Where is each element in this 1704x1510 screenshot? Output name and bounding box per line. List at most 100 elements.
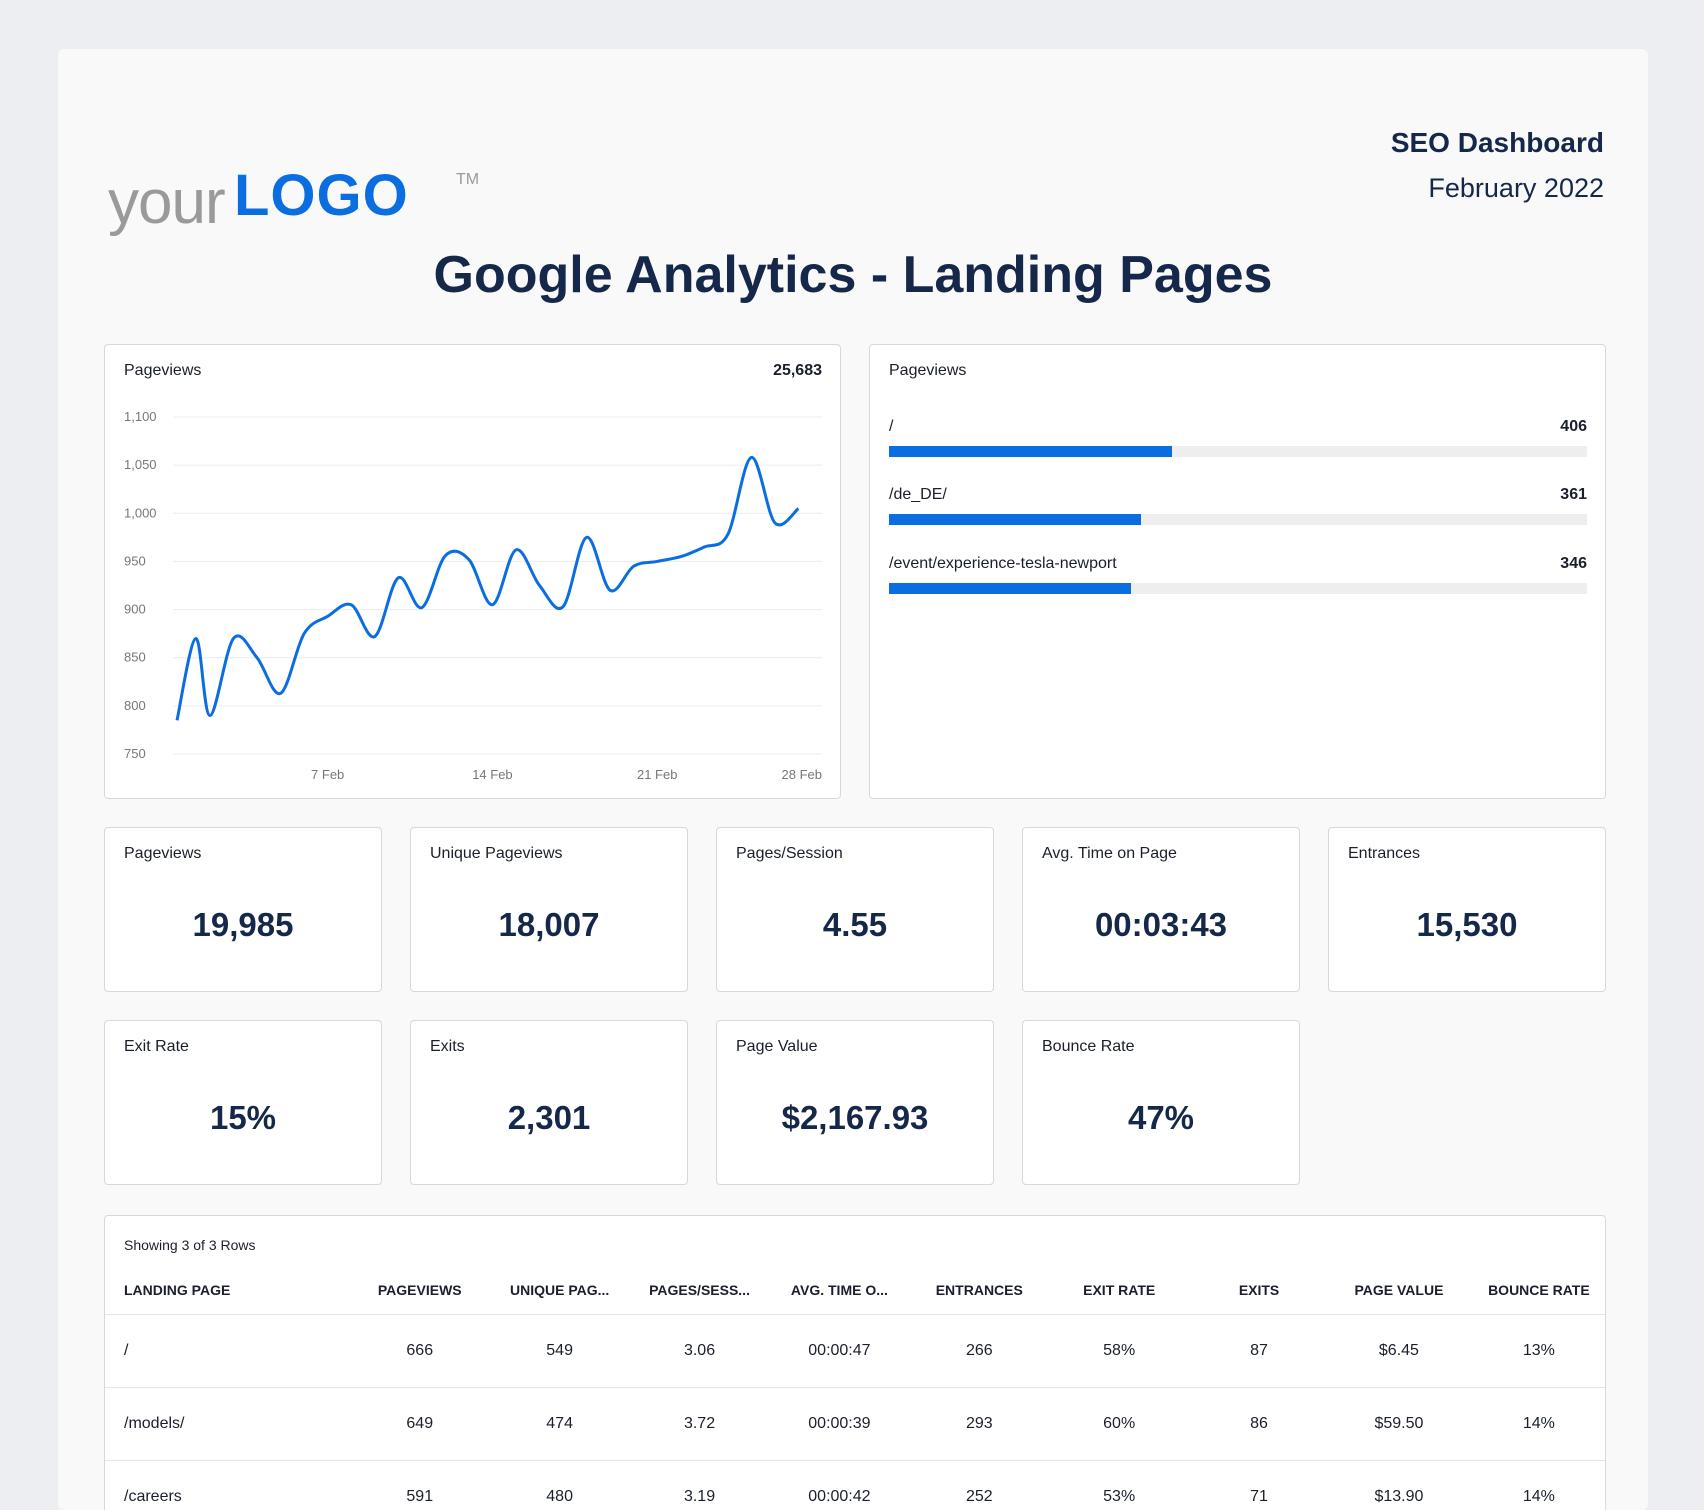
report-title: SEO Dashboard (1390, 127, 1604, 158)
bar-track (889, 514, 1587, 525)
kpi-bounce-rate: Bounce Rate 47% (1022, 1020, 1300, 1185)
cell-unique-pageviews: 549 (485, 1314, 634, 1388)
kpi-page-value: Page Value $2,167.93 (716, 1020, 994, 1185)
kpi-exit-rate: Exit Rate 15% (104, 1020, 382, 1185)
cell-pageviews: 666 (353, 1314, 486, 1388)
kpi-label: Pageviews (124, 845, 202, 862)
kpi-pageviews: Pageviews 19,985 (104, 827, 382, 992)
kpi-label: Exits (430, 1038, 465, 1055)
y-tick-label: 800 (124, 698, 146, 713)
kpi-pages-per-session: Pages/Session 4.55 (716, 827, 994, 992)
cell-entrances: 266 (913, 1314, 1046, 1388)
bar-fill (889, 446, 1173, 457)
landing-pages-table-card: Showing 3 of 3 Rows LANDING PAGE PAGEVIE… (104, 1215, 1606, 1510)
column-header-pages-per-session[interactable]: PAGES/SESS... (649, 1282, 750, 1298)
logo-mark: LOGO (234, 163, 409, 228)
cell-exit-rate: 53% (1045, 1460, 1193, 1510)
kpi-value: $2,167.93 (781, 1099, 929, 1136)
cell-pages-per-session: 3.06 (633, 1314, 766, 1388)
table-header-row: LANDING PAGE PAGEVIEWS UNIQUE PAG... PAG… (105, 1266, 1605, 1315)
kpi-label: Avg. Time on Page (1042, 845, 1177, 862)
cell-landing-page: / (105, 1314, 354, 1388)
kpi-label: Page Value (736, 1038, 818, 1055)
kpi-label: Unique Pageviews (430, 845, 563, 862)
bar-item: /event/experience-tesla-newport 346 (889, 555, 1587, 615)
table-row: /models/ 649 474 3.72 00:00:39 293 60% 8… (105, 1387, 1605, 1461)
cell-exits: 87 (1193, 1314, 1326, 1388)
pageviews-line-chart: 750 800 850 900 950 1,000 1,050 1,100 7 Feb 14 Fe… (124, 409, 822, 782)
dashboard-page: your LOGO TM SEO Dashboard February 2022… (58, 49, 1648, 1510)
cell-avg-time-on-page: 00:00:47 (765, 1314, 914, 1388)
x-tick-label: 14 Feb (472, 767, 512, 782)
column-header-entrances[interactable]: ENTRANCES (935, 1282, 1023, 1298)
column-header-pageviews[interactable]: PAGEVIEWS (377, 1282, 462, 1298)
bar-track (889, 583, 1587, 594)
cell-bounce-rate: 13% (1472, 1314, 1605, 1388)
cell-exit-rate: 58% (1045, 1314, 1193, 1388)
kpi-avg-time-on-page: Avg. Time on Page 00:03:43 (1022, 827, 1300, 992)
bar-item-value: 346 (1560, 555, 1587, 572)
cell-bounce-rate: 14% (1472, 1387, 1605, 1461)
column-header-avg-time-on-page[interactable]: AVG. TIME O... (790, 1282, 888, 1298)
table-row: / 666 549 3.06 00:00:47 266 58% 87 $6.45… (105, 1314, 1605, 1388)
bar-track (889, 446, 1587, 457)
bar-item-name: /event/experience-tesla-newport (889, 555, 1117, 572)
kpi-label: Entrances (1348, 845, 1421, 862)
bar-item-name: / (889, 418, 894, 435)
x-tick-label: 7 Feb (311, 767, 344, 782)
kpi-label: Pages/Session (736, 845, 843, 862)
kpi-value: 00:03:43 (1094, 906, 1228, 943)
cell-entrances: 293 (913, 1387, 1046, 1461)
chart-total: 25,683 (773, 362, 822, 379)
kpi-value: 15% (209, 1099, 277, 1136)
kpi-value: 2,301 (507, 1099, 591, 1136)
bar-item-value: 361 (1560, 486, 1587, 503)
kpi-value: 19,985 (192, 906, 294, 943)
cell-landing-page: /models/ (105, 1387, 354, 1461)
cell-unique-pageviews: 480 (485, 1460, 634, 1510)
y-tick-label: 1,100 (124, 409, 157, 424)
cell-pageviews: 591 (353, 1460, 486, 1510)
cell-avg-time-on-page: 00:00:42 (765, 1460, 914, 1510)
table-caption: Showing 3 of 3 Rows (124, 1237, 256, 1253)
x-tick-label: 21 Feb (637, 767, 677, 782)
bar-item-value: 406 (1560, 418, 1587, 435)
kpi-unique-pageviews: Unique Pageviews 18,007 (410, 827, 688, 992)
cell-page-value: $13.90 (1325, 1460, 1473, 1510)
y-tick-label: 950 (124, 553, 146, 568)
bar-list-title: Pageviews (889, 362, 967, 379)
logo-trademark: TM (456, 171, 480, 188)
cell-exit-rate: 60% (1045, 1387, 1193, 1461)
cell-exits: 71 (1193, 1460, 1326, 1510)
chart-title: Pageviews (124, 362, 202, 379)
cell-pages-per-session: 3.19 (633, 1460, 766, 1510)
cell-unique-pageviews: 474 (485, 1387, 634, 1461)
kpi-value: 15,530 (1416, 906, 1518, 943)
logo-prefix: your (108, 168, 226, 237)
pageviews-series-line (175, 455, 800, 721)
column-header-unique-pageviews[interactable]: UNIQUE PAG... (509, 1282, 610, 1298)
kpi-value: 4.55 (822, 906, 888, 943)
column-header-landing-page[interactable]: LANDING PAGE (124, 1282, 231, 1298)
bar-fill (889, 514, 1141, 525)
kpi-value: 18,007 (498, 906, 600, 943)
column-header-page-value[interactable]: PAGE VALUE (1354, 1282, 1444, 1298)
column-header-exits[interactable]: EXITS (1238, 1282, 1280, 1298)
landing-pages-table: LANDING PAGE PAGEVIEWS UNIQUE PAG... PAG… (105, 1266, 1605, 1510)
kpi-entrances: Entrances 15,530 (1328, 827, 1606, 992)
y-tick-label: 850 (124, 650, 146, 665)
report-date: February 2022 (1428, 173, 1604, 203)
bar-item-name: /de_DE/ (889, 486, 947, 503)
bar-item: /de_DE/ 361 (889, 486, 1587, 546)
cell-landing-page: /careers (105, 1460, 354, 1510)
cell-pages-per-session: 3.72 (633, 1387, 766, 1461)
y-tick-label: 900 (124, 602, 146, 617)
column-header-bounce-rate[interactable]: BOUNCE RATE (1488, 1282, 1590, 1298)
y-tick-label: 1,050 (124, 457, 157, 472)
cell-pageviews: 649 (353, 1387, 486, 1461)
cell-avg-time-on-page: 00:00:39 (765, 1387, 914, 1461)
column-header-exit-rate[interactable]: EXIT RATE (1083, 1282, 1156, 1298)
bar-item: / 406 (889, 418, 1587, 478)
y-tick-label: 750 (124, 746, 146, 761)
cell-page-value: $6.45 (1325, 1314, 1473, 1388)
